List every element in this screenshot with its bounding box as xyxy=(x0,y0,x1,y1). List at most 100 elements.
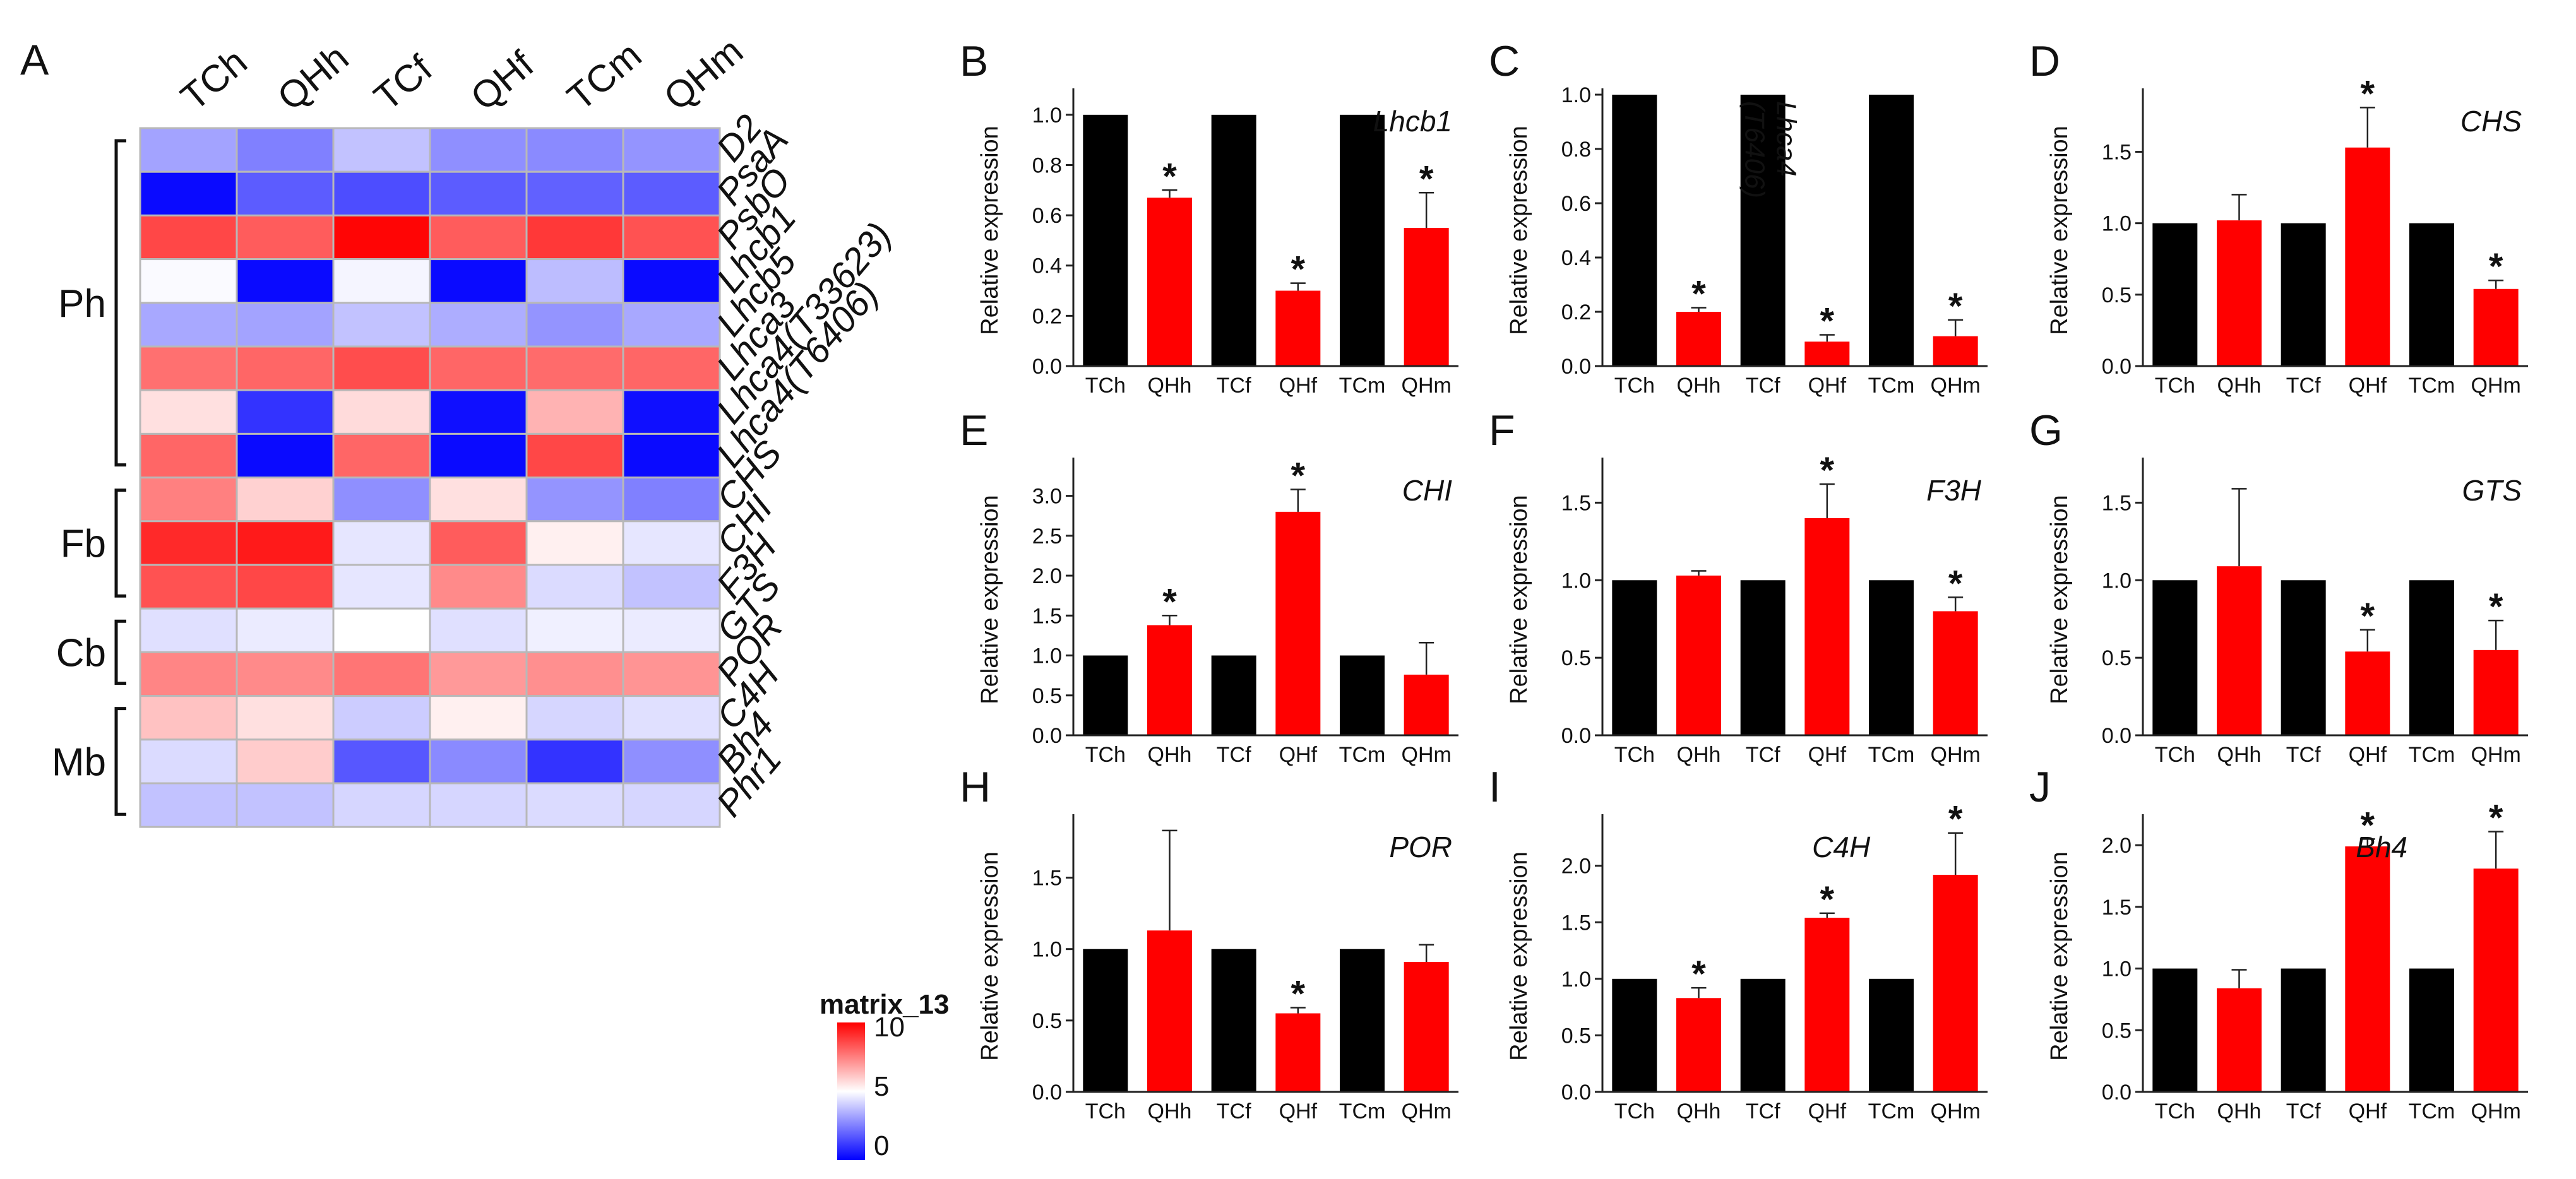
heatmap-cell xyxy=(332,432,431,479)
x-tick-label: QHf xyxy=(2349,1099,2387,1123)
bar-TCm xyxy=(2409,223,2454,366)
y-tick-label: 0.6 xyxy=(1561,192,1591,216)
bar-QHm xyxy=(1404,962,1449,1092)
heatmap-cell xyxy=(525,520,624,566)
significance-star: * xyxy=(2489,246,2503,287)
y-tick-label: 0.5 xyxy=(2102,283,2132,307)
group-bracket xyxy=(114,707,126,816)
heatmap-cell xyxy=(525,564,624,610)
bar-QHh xyxy=(1676,312,1721,366)
bar-TCm xyxy=(1340,114,1385,366)
panel-label-C: C xyxy=(1489,37,1520,85)
x-tick-label: QHf xyxy=(2349,374,2387,398)
significance-star: * xyxy=(1820,879,1835,920)
bar-TCm xyxy=(2409,968,2454,1092)
significance-star: * xyxy=(2489,586,2503,627)
bar-TCh xyxy=(1612,580,1657,735)
heatmap-cell xyxy=(236,258,335,304)
heatmap-cell xyxy=(429,127,528,173)
x-tick-label: QHh xyxy=(1677,1099,1721,1123)
panel-label-F: F xyxy=(1489,406,1515,454)
y-tick-label: 1.0 xyxy=(2102,569,2132,593)
column-label-QHm: QHm xyxy=(656,30,751,119)
x-tick-label: TCh xyxy=(1085,374,1126,398)
significance-star: * xyxy=(1691,954,1706,995)
bar-QHf xyxy=(1275,1013,1321,1092)
bar-TCh xyxy=(2152,580,2198,735)
gene-label-line2: (T6406) xyxy=(1739,101,1770,198)
y-tick-label: 1.0 xyxy=(2102,212,2132,236)
x-tick-label: QHf xyxy=(1279,1099,1318,1123)
gene-label: GTS xyxy=(2462,474,2522,507)
y-tick-label: 0.5 xyxy=(1032,684,1062,708)
y-tick-label: 0.5 xyxy=(2102,646,2132,670)
x-tick-label: QHf xyxy=(1279,743,1318,767)
y-tick-label: 0.4 xyxy=(1032,254,1062,278)
x-tick-label: TCh xyxy=(2155,1099,2195,1123)
bar-TCf xyxy=(2281,968,2326,1092)
heatmap-cell xyxy=(525,607,624,653)
y-tick-label: 0.5 xyxy=(1561,646,1591,670)
group-bracket xyxy=(114,139,126,467)
bar-TCh xyxy=(2152,223,2198,366)
heatmap-cell xyxy=(429,302,528,348)
y-tick-label: 2.5 xyxy=(1032,524,1062,548)
y-tick-label: 0.0 xyxy=(1561,724,1591,748)
panel-label-G: G xyxy=(2029,406,2063,454)
x-tick-label: TCf xyxy=(1746,743,1780,767)
column-label-TCf: TCf xyxy=(366,47,440,119)
y-tick-label: 0.6 xyxy=(1032,204,1062,228)
significance-star: * xyxy=(1948,563,1963,604)
y-axis-label: Relative expression xyxy=(977,495,1003,704)
significance-star: * xyxy=(1419,158,1434,199)
bar-QHm xyxy=(1404,674,1449,735)
heatmap-cell xyxy=(332,520,431,566)
bar-QHh xyxy=(1676,998,1721,1092)
bar-chart-G: G Relative expression 0.0 0.5 1.0 1.5 TCh QHh TC… xyxy=(2029,406,2528,767)
y-axis-label: Relative expression xyxy=(2046,495,2073,704)
y-axis-label: Relative expression xyxy=(1506,851,1532,1061)
heatmap-panel: A TCh QHh TCf QHf TCm QHmD2PsaAPsbOLhcb1Lhcb5L… xyxy=(20,30,949,1161)
heatmap-cell xyxy=(236,564,335,610)
significance-star: * xyxy=(1291,249,1306,290)
bar-QHh xyxy=(1676,575,1721,735)
y-axis-label: Relative expression xyxy=(1506,495,1532,704)
bar-QHh xyxy=(2217,566,2262,735)
significance-star: * xyxy=(1948,286,1963,327)
bar-QHm xyxy=(2473,649,2519,735)
x-tick-label: TCm xyxy=(2409,1099,2455,1123)
heatmap-cell xyxy=(622,170,721,216)
heatmap-cell xyxy=(139,258,238,304)
x-tick-label: QHf xyxy=(2349,743,2387,767)
x-tick-label: TCm xyxy=(1868,374,1915,398)
heatmap-cell xyxy=(525,695,624,741)
x-tick-label: TCh xyxy=(1614,1099,1655,1123)
bar-TCf xyxy=(1740,580,1786,735)
bar-chart-B: B Relative expression 0.0 0.2 0.4 0.6 0.8 1.0 TC… xyxy=(960,37,1458,398)
bar-TCh xyxy=(1083,949,1128,1092)
x-tick-label: QHm xyxy=(1402,374,1452,398)
significance-star: * xyxy=(2361,596,2375,637)
heatmap-cell xyxy=(332,477,431,523)
heatmap-cell xyxy=(622,607,721,653)
heatmap-cell xyxy=(139,695,238,741)
x-tick-label: TCm xyxy=(1339,374,1386,398)
panel-label-A: A xyxy=(20,36,49,84)
heatmap-cell xyxy=(429,477,528,523)
y-tick-label: 0.0 xyxy=(1561,355,1591,379)
heatmap-cell xyxy=(622,477,721,523)
column-label-TCh: TCh xyxy=(173,40,255,119)
legend-tick-label: 0 xyxy=(874,1130,889,1161)
heatmap-cell xyxy=(139,345,238,391)
heatmap-cell xyxy=(236,345,335,391)
y-axis-label: Relative expression xyxy=(2046,126,2073,335)
heatmap-cell xyxy=(429,738,528,785)
heatmap-cell xyxy=(139,389,238,435)
heatmap-cell xyxy=(236,651,335,697)
gene-label: Lhcb1 xyxy=(1373,105,1452,138)
y-tick-label: 0.8 xyxy=(1561,138,1591,162)
heatmap-cell xyxy=(525,389,624,435)
heatmap-cell xyxy=(622,738,721,785)
bar-QHh xyxy=(1147,198,1192,366)
